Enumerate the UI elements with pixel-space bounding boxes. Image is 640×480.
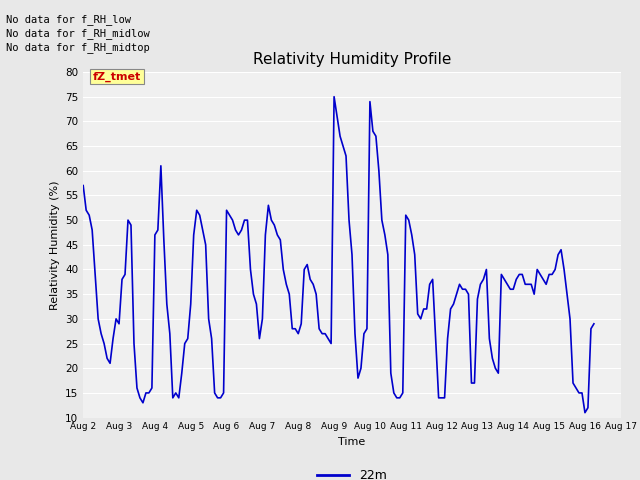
Y-axis label: Relativity Humidity (%): Relativity Humidity (%) <box>49 180 60 310</box>
Title: Relativity Humidity Profile: Relativity Humidity Profile <box>253 52 451 67</box>
Text: No data for f_RH_midtop: No data for f_RH_midtop <box>6 42 150 53</box>
Text: No data for f_RH_low: No data for f_RH_low <box>6 13 131 24</box>
Legend: 22m: 22m <box>312 464 392 480</box>
Text: fZ_tmet: fZ_tmet <box>93 72 141 82</box>
X-axis label: Time: Time <box>339 437 365 447</box>
Text: No data for f_RH_midlow: No data for f_RH_midlow <box>6 28 150 39</box>
